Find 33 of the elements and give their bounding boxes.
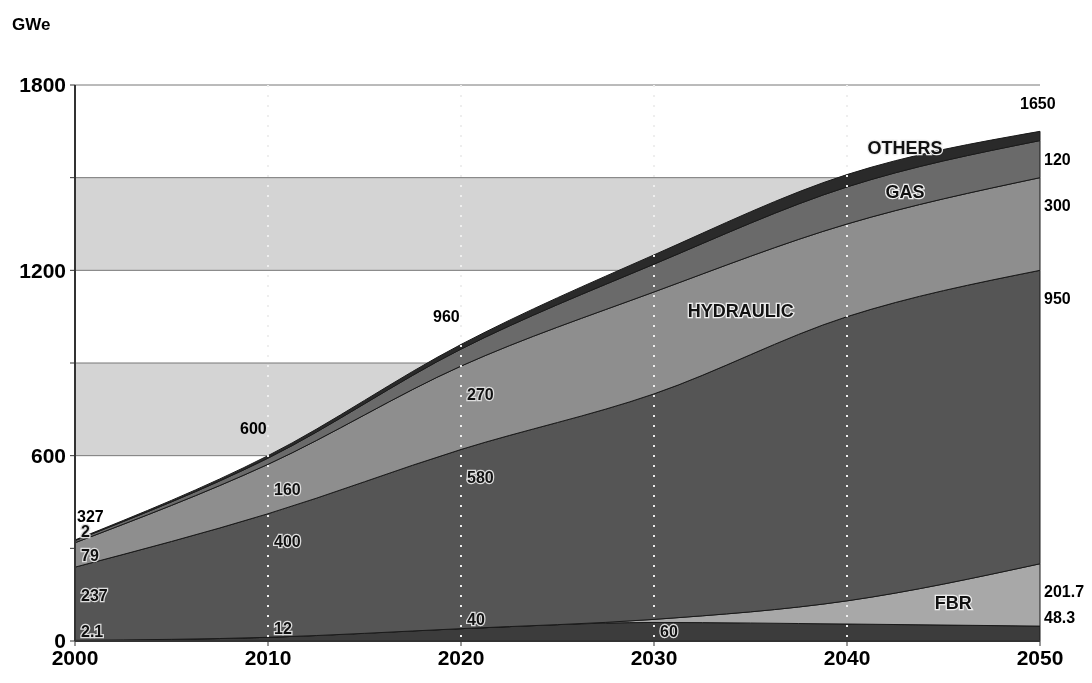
total-label: 960	[433, 308, 460, 326]
total-label: 600	[240, 419, 267, 437]
data-label: 79	[81, 546, 99, 564]
data-label: 950	[1044, 289, 1071, 307]
data-label: 400	[274, 533, 301, 551]
data-label: 300	[1044, 197, 1071, 215]
data-label: 2.1	[81, 622, 104, 640]
data-label: 237	[81, 586, 108, 604]
data-label: 270	[467, 385, 494, 403]
series-label: HYDRAULIC	[687, 300, 794, 321]
data-label: 160	[274, 480, 301, 498]
x-tick-label: 2050	[1016, 646, 1064, 669]
data-label: 12	[274, 619, 292, 637]
x-tick-label: 2010	[244, 646, 292, 669]
series-label: OTHERS	[867, 137, 943, 158]
x-tick-label: 2040	[823, 646, 871, 669]
data-label: 120	[1044, 150, 1071, 168]
y-tick-label: 600	[30, 444, 66, 468]
data-label: 40	[467, 611, 485, 629]
x-tick-label: 2020	[437, 646, 485, 669]
y-axis-title: GWe	[12, 15, 51, 34]
x-tick-label: 2030	[630, 646, 678, 669]
y-tick-label: 1200	[19, 258, 66, 282]
series-label: GAS	[885, 181, 925, 202]
data-label: 60	[660, 623, 678, 641]
series-label: FBR	[934, 593, 972, 614]
total-label: 327	[77, 507, 104, 525]
data-label: 201.7	[1044, 583, 1085, 601]
data-label: 2	[81, 522, 90, 540]
total-label: 1650	[1020, 95, 1056, 113]
data-label: 48.3	[1044, 608, 1076, 626]
data-label: 580	[467, 469, 494, 487]
y-tick-label: 1800	[19, 73, 66, 97]
